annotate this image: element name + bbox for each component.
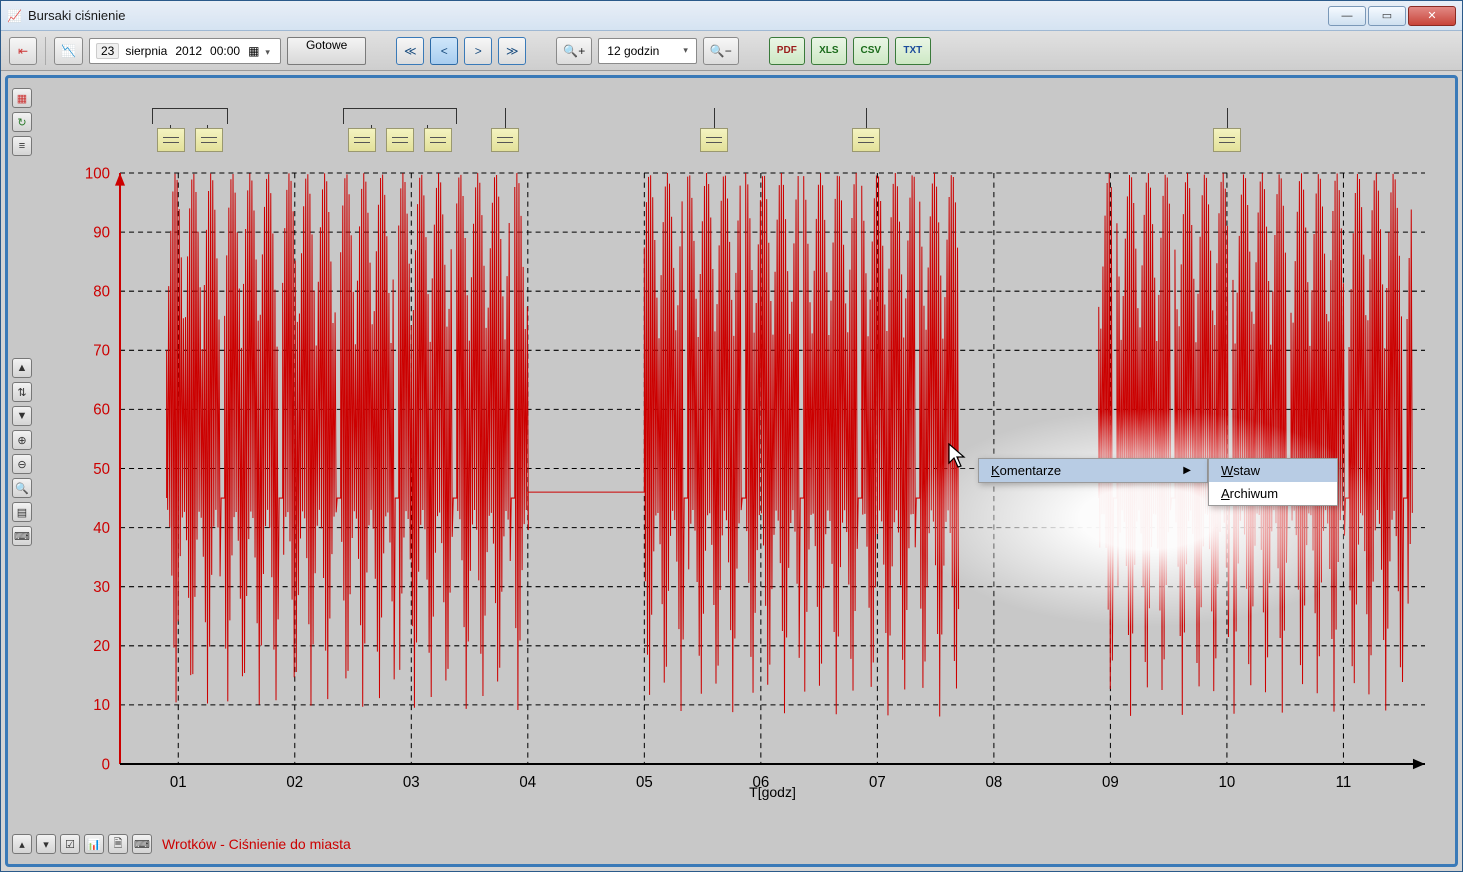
- date-picker[interactable]: 23 sierpnia 2012 00:00 ▦▾: [89, 38, 281, 64]
- chart-area: 0102030405060708090100010203040506070809…: [58, 88, 1435, 814]
- legend-check-icon[interactable]: ☑: [60, 834, 80, 854]
- left-toolbar-top: ▦ ↻ ≡: [12, 88, 32, 156]
- nav-last-button[interactable]: ≫: [498, 37, 526, 65]
- tool-zoomreset-icon[interactable]: 🔍: [12, 478, 32, 498]
- date-day[interactable]: 23: [96, 43, 119, 59]
- window-controls: — ▭ ✕: [1328, 6, 1456, 26]
- export-csv-button[interactable]: CSV: [853, 37, 889, 65]
- exit-icon[interactable]: ⇤: [9, 37, 37, 65]
- svg-text:80: 80: [93, 283, 110, 300]
- tool-data-icon[interactable]: ▤: [12, 502, 32, 522]
- context-submenu-item-wstaw[interactable]: Wstaw: [1209, 459, 1337, 482]
- zoom-in-icon[interactable]: 🔍+: [556, 37, 592, 65]
- export-xls-button[interactable]: XLS: [811, 37, 847, 65]
- tool-overlay-icon[interactable]: ▦: [12, 88, 32, 108]
- svg-text:90: 90: [93, 224, 110, 241]
- collapse-down-icon[interactable]: ▾: [36, 834, 56, 854]
- window-title: Bursaki ciśnienie: [28, 8, 1322, 23]
- close-button[interactable]: ✕: [1408, 6, 1456, 26]
- date-time: 00:00: [208, 44, 242, 58]
- svg-text:60: 60: [93, 401, 110, 418]
- svg-text:0: 0: [102, 756, 110, 773]
- maximize-button[interactable]: ▭: [1368, 6, 1406, 26]
- svg-text:50: 50: [93, 460, 110, 477]
- date-month: sierpnia: [123, 44, 169, 58]
- tool-zoomx-icon[interactable]: ⊕: [12, 430, 32, 450]
- tool-keyboard-icon[interactable]: ⌨: [12, 526, 32, 546]
- minimize-button[interactable]: —: [1328, 6, 1366, 26]
- tool-up-icon[interactable]: ▲: [12, 358, 32, 378]
- legend-b-icon[interactable]: ⌨: [132, 834, 152, 854]
- ready-button[interactable]: Gotowe: [287, 37, 366, 65]
- toolbar: ⇤ 📉 23 sierpnia 2012 00:00 ▦▾ Gotowe ≪ <…: [1, 31, 1462, 71]
- svg-text:20: 20: [93, 638, 110, 655]
- notes-row: [58, 88, 1435, 158]
- tool-list-icon[interactable]: ≡: [12, 136, 32, 156]
- calendar-icon[interactable]: ▦▾: [246, 44, 274, 58]
- svg-text:40: 40: [93, 520, 110, 537]
- app-window: 📈 Bursaki ciśnienie — ▭ ✕ ⇤ 📉 23 sierpni…: [0, 0, 1463, 872]
- x-axis-label: T[godz]: [120, 784, 1425, 800]
- content-area: ▦ ↻ ≡ ▲ ⇅ ▼ ⊕ ⊖ 🔍 ▤ ⌨ ▴ ▾ ☑ 📊 🗎 ⌨ Wrotkó…: [5, 75, 1458, 867]
- context-submenu[interactable]: Wstaw Archiwum: [1208, 458, 1338, 506]
- context-menu-item-komentarze[interactable]: Komentarze ▶: [979, 459, 1207, 482]
- left-toolbar-mid: ▲ ⇅ ▼ ⊕ ⊖ 🔍 ▤ ⌨: [12, 358, 32, 546]
- export-txt-button[interactable]: TXT: [895, 37, 931, 65]
- tool-zoomy-icon[interactable]: ⊖: [12, 454, 32, 474]
- svg-text:100: 100: [85, 165, 110, 182]
- chevron-down-icon: ▾: [683, 45, 688, 56]
- export-pdf-button[interactable]: PDF: [769, 37, 805, 65]
- chart-mode-icon[interactable]: 📉: [54, 37, 83, 65]
- tool-refresh-icon[interactable]: ↻: [12, 112, 32, 132]
- left-toolbar-bottom: ▴ ▾ ☑ 📊 🗎 ⌨ Wrotków - Ciśnienie do miast…: [12, 834, 351, 854]
- nav-prev-button[interactable]: <: [430, 37, 458, 65]
- tool-down-icon[interactable]: ▼: [12, 406, 32, 426]
- legend-label: Wrotków - Ciśnienie do miasta: [162, 836, 351, 852]
- nav-first-button[interactable]: ≪: [396, 37, 424, 65]
- zoom-out-icon[interactable]: 🔍−: [703, 37, 739, 65]
- svg-text:70: 70: [93, 342, 110, 359]
- legend-stats-icon[interactable]: 📊: [84, 834, 104, 854]
- svg-text:30: 30: [93, 579, 110, 596]
- submenu-arrow-icon: ▶: [1183, 465, 1191, 476]
- titlebar: 📈 Bursaki ciśnienie — ▭ ✕: [1, 1, 1462, 31]
- context-menu[interactable]: Komentarze ▶: [978, 458, 1208, 483]
- svg-text:10: 10: [93, 697, 110, 714]
- tool-updown-icon[interactable]: ⇅: [12, 382, 32, 402]
- date-year: 2012: [173, 44, 204, 58]
- chart-icon: 📈: [7, 9, 22, 23]
- zoom-range-select[interactable]: 12 godzin ▾: [598, 38, 697, 64]
- nav-next-button[interactable]: >: [464, 37, 492, 65]
- zoom-range-label: 12 godzin: [607, 44, 659, 58]
- context-submenu-item-archiwum[interactable]: Archiwum: [1209, 482, 1337, 505]
- legend-a-icon[interactable]: 🗎: [108, 834, 128, 854]
- collapse-up-icon[interactable]: ▴: [12, 834, 32, 854]
